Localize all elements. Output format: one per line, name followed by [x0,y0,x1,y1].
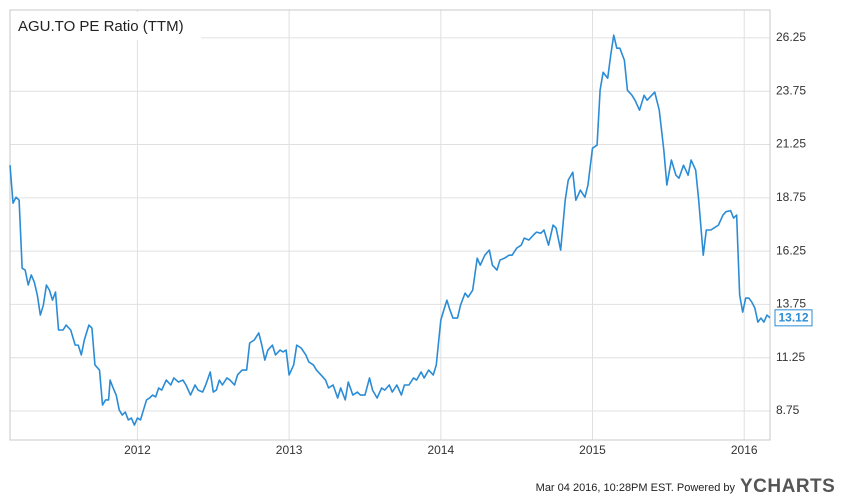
x-tick-label: 2016 [731,443,758,457]
x-tick-label: 2012 [124,443,151,457]
last-value-label: 13.12 [778,311,808,325]
y-tick-label: 26.25 [776,30,806,44]
y-tick-label: 23.75 [776,83,806,97]
last-value-box [774,309,813,327]
lines [9,34,771,426]
title-box [11,12,201,40]
y-tick-label: 8.75 [776,403,800,417]
y-tick-label: 16.25 [776,243,806,257]
x-tick-label: 2015 [579,443,606,457]
y-tick-label: 13.75 [776,297,806,311]
data-line [9,34,771,426]
x-tick-label: 2013 [276,443,303,457]
grid [10,10,770,440]
y-tick-label: 18.75 [776,190,806,204]
y-tick-label: 11.25 [776,350,805,364]
plot-frame [9,9,771,441]
chart-title: AGU.TO PE Ratio (TTM) [18,18,184,35]
y-tick-label: 21.25 [776,137,806,151]
logo: YCHARTS [740,476,835,497]
x-tick-label: 2014 [427,443,454,457]
footer: Mar 04 2016, 10:28PM EST. Powered by [536,482,736,494]
